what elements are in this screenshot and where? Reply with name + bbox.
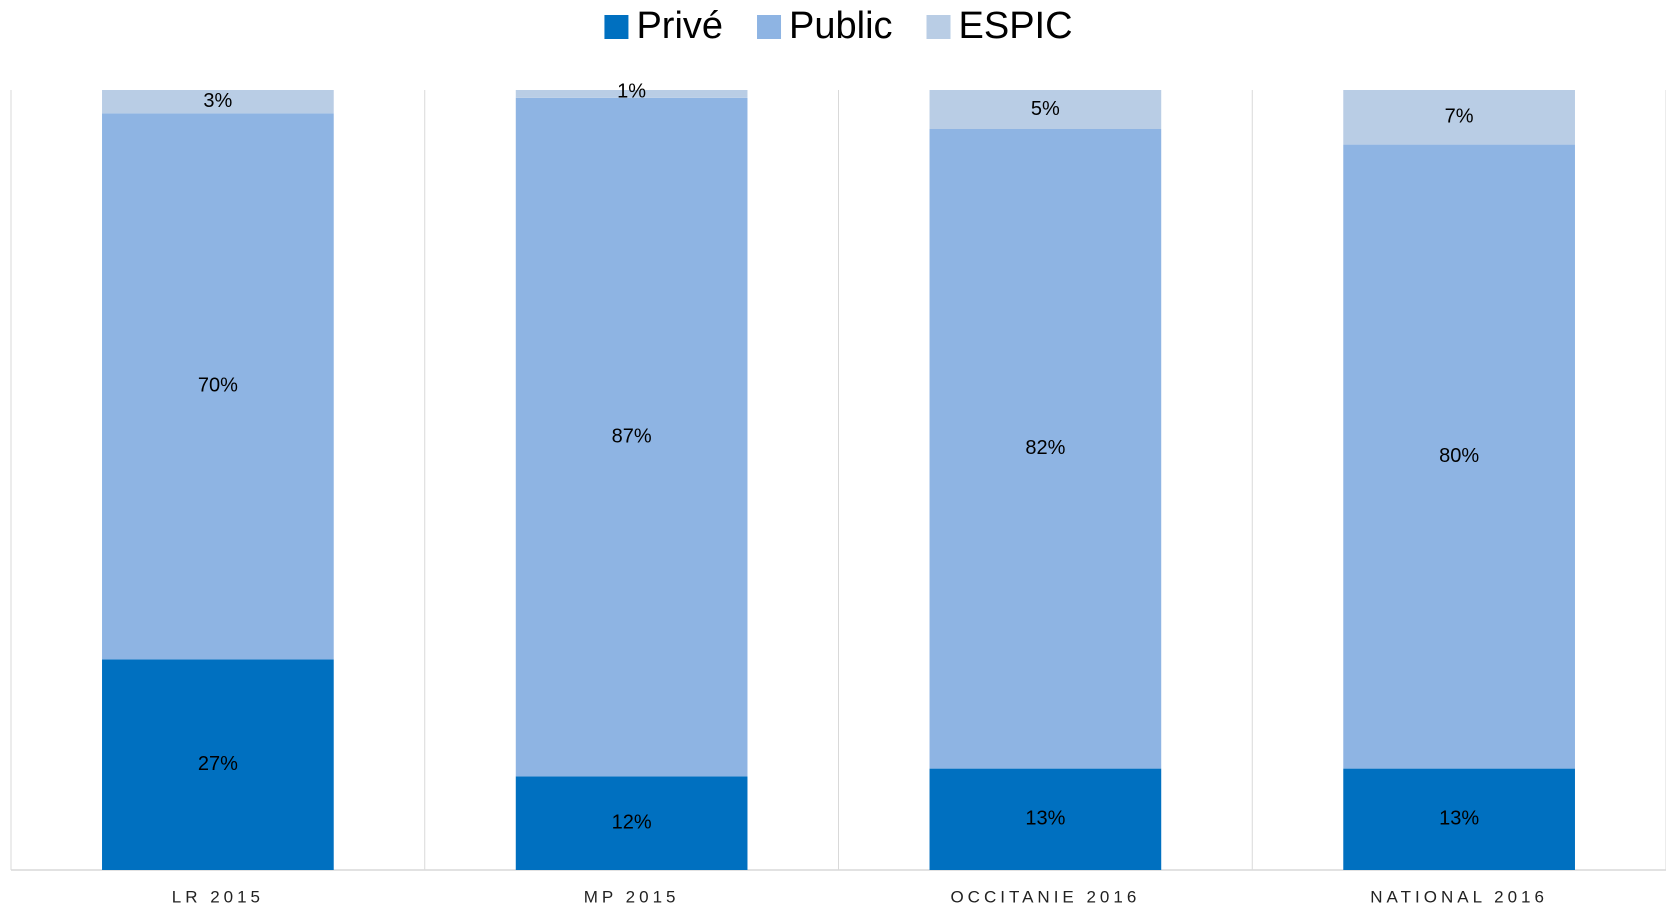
bar-segment (1343, 768, 1575, 870)
data-label: 80% (1439, 445, 1479, 467)
data-label: 13% (1439, 808, 1479, 830)
bar-segment (929, 90, 1162, 129)
x-tick-label: OCCITANIE 2016 (950, 887, 1140, 906)
bar-segment (102, 90, 334, 114)
x-tick-label: NATIONAL 2016 (1370, 887, 1548, 906)
bar-segment (515, 90, 748, 98)
data-label: 5% (1031, 98, 1060, 120)
data-label: 13% (1025, 808, 1065, 830)
bar-segment (515, 776, 748, 870)
bar-segment (929, 768, 1162, 870)
legend-label: Public (789, 5, 893, 47)
x-tick-label: MP 2015 (584, 887, 680, 906)
legend-swatch (757, 15, 782, 39)
legend-swatch (604, 15, 629, 39)
data-label: 27% (198, 753, 238, 775)
data-label: 1% (617, 80, 646, 102)
bar-segment (1343, 144, 1575, 769)
data-label: 87% (612, 425, 652, 447)
bar-segment (102, 113, 334, 660)
legend-swatch (926, 15, 951, 39)
legend-label: Privé (636, 5, 723, 47)
data-label: 12% (612, 811, 652, 833)
bar-segment (102, 659, 334, 870)
data-label: 3% (203, 90, 232, 112)
bar-segment (1343, 90, 1575, 145)
data-label: 82% (1025, 437, 1065, 459)
data-label: 70% (198, 375, 238, 397)
data-label: 7% (1445, 106, 1474, 128)
x-tick-label: LR 2015 (172, 887, 264, 906)
legend-label: ESPIC (959, 5, 1073, 47)
bar-segment (515, 97, 748, 777)
bar-segment (929, 129, 1162, 769)
